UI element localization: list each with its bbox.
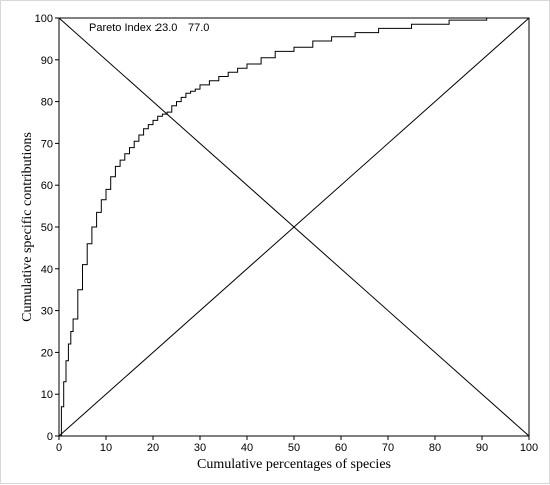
y-tick-label: 70 xyxy=(41,138,53,150)
y-tick-label: 80 xyxy=(41,97,53,109)
y-tick-label: 90 xyxy=(41,55,53,67)
x-tick-label: 10 xyxy=(100,442,112,454)
pareto-index-label: Pareto Index : xyxy=(89,22,158,34)
y-tick-label: 60 xyxy=(41,180,53,192)
x-tick-label: 100 xyxy=(520,442,538,454)
y-tick-label: 30 xyxy=(41,306,53,318)
x-tick-label: 30 xyxy=(194,442,206,454)
y-tick-label: 50 xyxy=(41,222,53,234)
descending-diagonal xyxy=(58,17,530,437)
diagonal-lines xyxy=(58,17,530,437)
x-tick-label: 50 xyxy=(288,442,300,454)
x-tick-label: 60 xyxy=(335,442,347,454)
x-tick-label: 70 xyxy=(382,442,394,454)
y-tick-label: 0 xyxy=(47,431,53,443)
y-axis-title: Cumulative specific contributions xyxy=(20,132,35,322)
x-axis-title: Cumulative percentages of species xyxy=(197,457,391,472)
x-tick-label: 20 xyxy=(147,442,159,454)
pareto-index-value-1: 23.0 xyxy=(156,22,177,34)
y-axis-ticks: 0 10 20 30 40 50 60 70 80 90 100 xyxy=(35,13,59,443)
x-axis-ticks: 0 10 20 30 40 50 60 70 80 90 100 xyxy=(56,436,538,454)
y-tick-label: 10 xyxy=(41,389,53,401)
pareto-curve xyxy=(59,17,529,437)
y-tick-label: 100 xyxy=(35,13,53,25)
x-tick-label: 90 xyxy=(476,442,488,454)
y-tick-label: 40 xyxy=(41,264,53,276)
pareto-index-value-2: 77.0 xyxy=(188,22,209,34)
x-tick-label: 40 xyxy=(241,442,253,454)
x-tick-label: 80 xyxy=(429,442,441,454)
y-tick-label: 20 xyxy=(41,347,53,359)
x-tick-label: 0 xyxy=(56,442,62,454)
